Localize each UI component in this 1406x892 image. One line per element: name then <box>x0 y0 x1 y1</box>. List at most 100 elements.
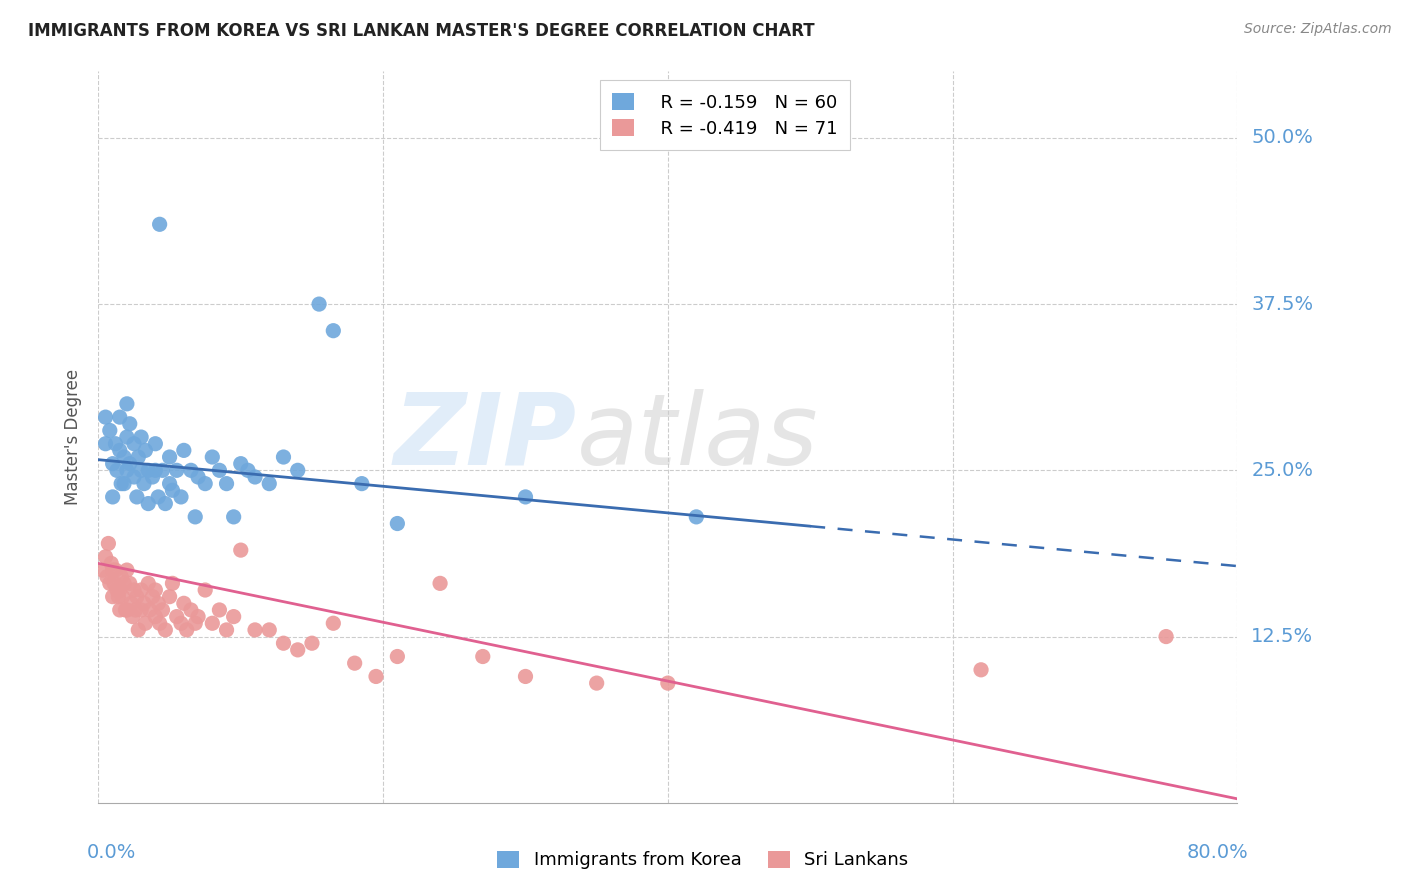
Point <box>159 590 181 604</box>
Point <box>243 470 266 484</box>
Point <box>166 463 188 477</box>
Point <box>155 497 177 511</box>
Point <box>515 490 537 504</box>
Point <box>98 424 121 438</box>
Legend: Immigrants from Korea, Sri Lankans: Immigrants from Korea, Sri Lankans <box>488 842 918 879</box>
Point <box>184 509 207 524</box>
Point <box>110 476 132 491</box>
Point <box>301 636 323 650</box>
Text: 0.0%: 0.0% <box>87 843 136 862</box>
Point <box>308 297 330 311</box>
Point <box>159 450 181 464</box>
Point <box>170 616 193 631</box>
Y-axis label: Master's Degree: Master's Degree <box>65 369 83 505</box>
Point <box>322 616 344 631</box>
Text: 50.0%: 50.0% <box>1251 128 1313 147</box>
Point <box>105 463 128 477</box>
Point <box>111 590 134 604</box>
Point <box>149 616 172 631</box>
Point <box>1154 630 1177 644</box>
Text: 25.0%: 25.0% <box>1251 461 1313 480</box>
Point <box>187 609 209 624</box>
Point <box>201 450 224 464</box>
Point <box>236 463 259 477</box>
Point <box>145 463 167 477</box>
Point <box>110 570 132 584</box>
Point <box>94 549 117 564</box>
Point <box>107 590 129 604</box>
Point <box>115 603 138 617</box>
Point <box>180 463 202 477</box>
Point <box>97 536 120 550</box>
Point <box>108 443 131 458</box>
Point <box>118 457 141 471</box>
Point <box>685 509 707 524</box>
Text: IMMIGRANTS FROM KOREA VS SRI LANKAN MASTER'S DEGREE CORRELATION CHART: IMMIGRANTS FROM KOREA VS SRI LANKAN MAST… <box>28 22 814 40</box>
Point <box>170 490 193 504</box>
Point <box>287 643 309 657</box>
Point <box>100 557 122 571</box>
Point <box>471 649 494 664</box>
Point <box>132 476 155 491</box>
Point <box>208 463 231 477</box>
Point <box>136 576 159 591</box>
Point <box>152 603 174 617</box>
Point <box>194 476 217 491</box>
Point <box>176 623 198 637</box>
Point <box>108 603 131 617</box>
Point <box>155 623 177 637</box>
Point <box>145 436 167 450</box>
Point <box>122 582 145 597</box>
Point <box>115 463 138 477</box>
Point <box>515 669 537 683</box>
Point <box>970 663 993 677</box>
Point <box>132 596 155 610</box>
Point <box>120 596 142 610</box>
Point <box>108 410 131 425</box>
Point <box>229 457 252 471</box>
Point <box>152 463 174 477</box>
Point <box>194 582 217 597</box>
Point <box>429 576 451 591</box>
Point <box>101 490 124 504</box>
Point <box>115 430 138 444</box>
Point <box>112 576 135 591</box>
Point <box>259 476 281 491</box>
Point <box>184 616 207 631</box>
Point <box>112 476 135 491</box>
Point <box>115 563 138 577</box>
Point <box>101 590 124 604</box>
Point <box>173 443 195 458</box>
Point <box>222 509 245 524</box>
Point <box>127 450 149 464</box>
Point <box>114 603 136 617</box>
Point <box>148 596 170 610</box>
Point <box>273 636 295 650</box>
Point <box>141 590 163 604</box>
Point <box>387 516 409 531</box>
Point <box>103 576 125 591</box>
Text: 12.5%: 12.5% <box>1251 627 1313 646</box>
Point <box>138 603 160 617</box>
Point <box>96 570 118 584</box>
Point <box>94 436 117 450</box>
Legend:   R = -0.159   N = 60,   R = -0.419   N = 71: R = -0.159 N = 60, R = -0.419 N = 71 <box>600 80 849 151</box>
Point <box>215 476 238 491</box>
Point <box>222 609 245 624</box>
Point <box>134 443 156 458</box>
Point <box>121 609 143 624</box>
Point <box>129 582 152 597</box>
Point <box>112 450 135 464</box>
Point <box>259 623 281 637</box>
Point <box>115 397 138 411</box>
Point <box>162 576 184 591</box>
Point <box>243 623 266 637</box>
Point <box>149 217 172 231</box>
Point <box>350 476 373 491</box>
Point <box>129 463 152 477</box>
Point <box>94 410 117 425</box>
Point <box>215 623 238 637</box>
Point <box>118 417 141 431</box>
Point <box>122 436 145 450</box>
Point <box>187 470 209 484</box>
